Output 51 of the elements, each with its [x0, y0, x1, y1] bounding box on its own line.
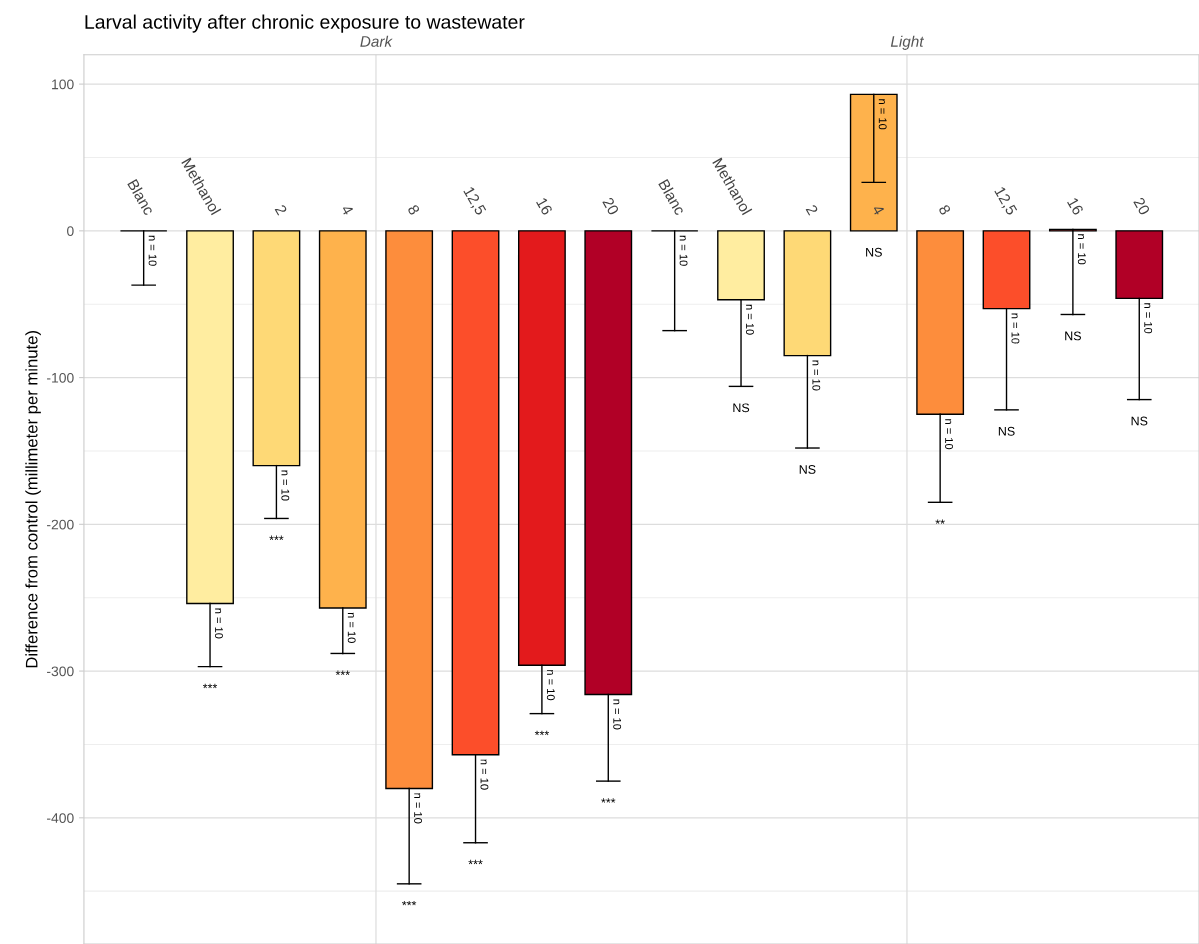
- text: 2: [274, 204, 288, 216]
- annotation: NS: [1065, 331, 1081, 341]
- annotation: n = 10: [148, 235, 157, 266]
- text: 16: [536, 197, 553, 216]
- bar: [849, 93, 898, 232]
- y-tick-label: -200: [47, 519, 74, 530]
- annotation: NS: [998, 426, 1015, 436]
- x-tick-label: Dark: [360, 35, 393, 47]
- annotation: ***: [601, 798, 616, 803]
- annotation: n = 10: [613, 699, 622, 730]
- text: 16: [1066, 197, 1084, 216]
- y-tick-label: -400: [47, 813, 74, 823]
- annotation: ***: [269, 535, 284, 540]
- annotation: NS: [866, 247, 882, 257]
- series-label: 4: [871, 203, 885, 216]
- annotation: n = 10: [1144, 303, 1153, 334]
- annotation: ***: [534, 730, 550, 736]
- annotation: NS: [733, 403, 750, 413]
- annotation: n = 10: [1011, 313, 1020, 344]
- annotation: n = 10: [878, 99, 887, 130]
- y-axis-title: Difference from control (millimeter per minute): [25, 331, 41, 668]
- text: 20: [1133, 196, 1151, 216]
- y-tick-label: -100: [47, 372, 74, 383]
- text: 8: [407, 204, 421, 216]
- annotation: n = 10: [414, 793, 422, 824]
- y-tick-label: 100: [52, 79, 74, 90]
- annotation: n = 10: [281, 470, 290, 501]
- text: 20: [602, 196, 620, 216]
- annotation: NS: [1131, 416, 1148, 426]
- annotation: n = 10: [679, 235, 688, 266]
- x-tick-label: Light: [890, 35, 925, 50]
- annotation: n = 10: [347, 612, 356, 643]
- annotation: ***: [402, 900, 417, 906]
- y-tick-label: -300: [47, 666, 74, 677]
- annotation: n = 10: [1077, 234, 1086, 265]
- annotation: n = 10: [945, 419, 953, 450]
- annotation: n = 10: [812, 360, 821, 391]
- annotation: ***: [202, 683, 218, 689]
- annotation: ***: [335, 670, 350, 675]
- text: 8: [938, 204, 952, 216]
- annotation: n = 10: [546, 670, 555, 701]
- annotation: **: [935, 519, 945, 524]
- annotation: ***: [468, 859, 483, 865]
- text: 2: [805, 204, 819, 216]
- text: 4: [340, 203, 354, 216]
- annotation: n = 10: [480, 759, 489, 790]
- annotation: NS: [799, 465, 816, 474]
- annotation: n = 10: [746, 304, 754, 335]
- y-tick-label: 0: [67, 226, 74, 237]
- annotation: n = 10: [215, 608, 223, 639]
- chart-title: Larval activity after chronic exposure to wastewater: [85, 14, 525, 33]
